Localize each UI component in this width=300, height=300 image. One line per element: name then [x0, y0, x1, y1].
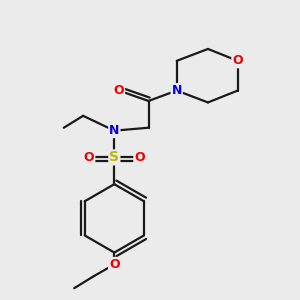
Text: O: O	[84, 151, 94, 164]
Text: S: S	[109, 150, 119, 164]
Text: N: N	[109, 124, 119, 137]
Text: O: O	[113, 84, 124, 97]
Text: N: N	[172, 84, 182, 97]
Text: O: O	[134, 151, 145, 164]
Text: O: O	[109, 258, 120, 271]
Text: O: O	[232, 54, 243, 67]
